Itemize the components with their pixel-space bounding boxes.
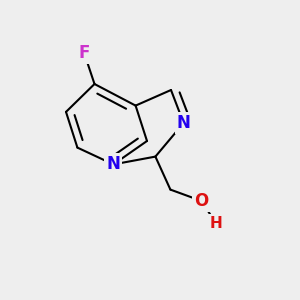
- Text: H: H: [210, 216, 222, 231]
- Text: N: N: [177, 114, 190, 132]
- Text: O: O: [194, 192, 209, 210]
- Text: N: N: [106, 155, 120, 173]
- Text: F: F: [78, 44, 90, 62]
